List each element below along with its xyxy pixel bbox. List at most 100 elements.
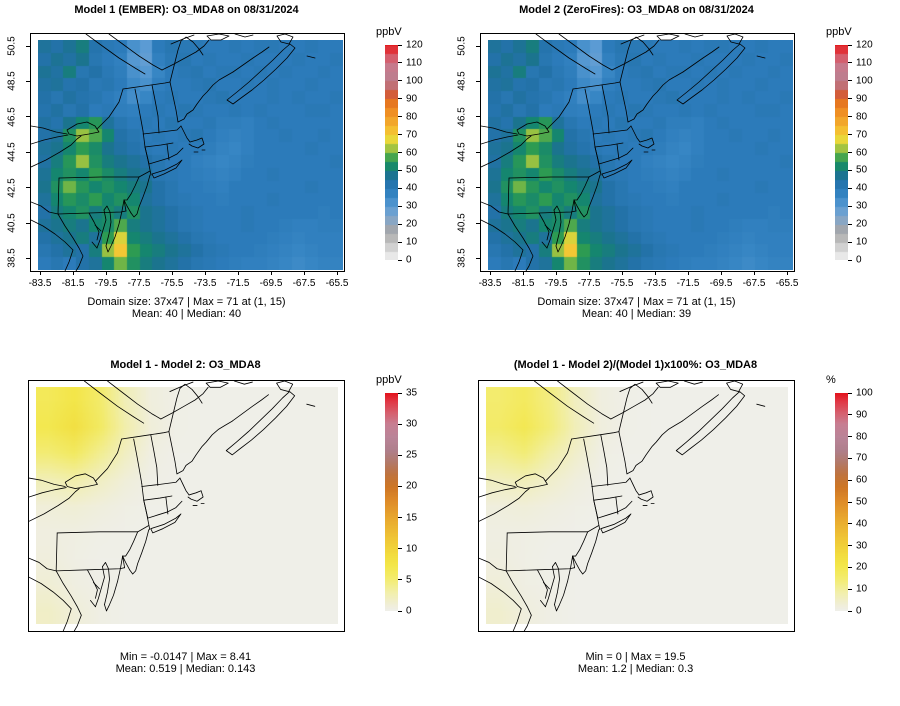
stats-line: Min = 0 | Max = 19.5 — [585, 651, 686, 663]
colorbar-tick-label: 35 — [406, 387, 418, 399]
colorbar-tick-label: 60 — [856, 147, 868, 158]
colorbar-tick — [848, 169, 852, 171]
colorbar-tick — [848, 566, 852, 568]
x-axis-tick — [622, 271, 623, 275]
colorbar-tick-label: 20 — [406, 218, 418, 230]
x-axis-tick — [73, 271, 74, 275]
x-axis-tick-label: -69.5 — [709, 278, 733, 289]
map-outlines — [31, 34, 316, 271]
colorbar-tick — [398, 62, 402, 64]
colorbar-tick — [848, 223, 852, 225]
x-axis-tick — [337, 271, 338, 275]
colorbar-tick — [848, 62, 852, 64]
colorbar-tick-label: 15 — [406, 512, 418, 524]
colorbar-tick-label: 70 — [856, 452, 868, 464]
colorbar-tick-label: 90 — [856, 93, 868, 105]
colorbar-tick — [848, 187, 852, 189]
y-axis-tick — [26, 151, 30, 153]
x-axis-tick — [40, 271, 41, 275]
y-axis-tick — [476, 80, 480, 82]
x-axis-tick-label: -71.5 — [226, 278, 250, 289]
difference-raster — [36, 387, 338, 624]
y-axis-tick — [476, 45, 480, 47]
colorbar-tick-label: 60 — [856, 474, 868, 486]
colorbar — [385, 393, 398, 611]
colorbar-tick-label: 100 — [406, 75, 423, 87]
colorbar-tick — [398, 392, 402, 394]
x-axis-tick — [205, 271, 206, 275]
colorbar-tick-label: 80 — [856, 431, 868, 443]
map-outlines — [479, 381, 766, 631]
colorbar — [385, 45, 398, 260]
y-axis-tick-label: 44.5 — [6, 142, 18, 162]
colorbar-tick — [398, 205, 402, 207]
y-axis-tick — [476, 222, 480, 224]
y-axis-tick-label: 48.5 — [6, 71, 18, 92]
colorbar-tick — [398, 223, 402, 225]
colorbar-tick-label: 30 — [856, 540, 868, 552]
colorbar-tick — [848, 241, 852, 243]
panel-title-difference: Model 1 - Model 2: O3_MDA8 — [110, 359, 261, 371]
colorbar-tick-label: 40 — [856, 518, 868, 530]
x-axis-tick-label: -77.5 — [127, 278, 151, 289]
y-axis-tick — [26, 257, 30, 259]
colorbar-tick-label: 20 — [856, 561, 868, 573]
colorbar-tick — [848, 134, 852, 136]
x-axis-tick-label: -73.5 — [643, 278, 667, 289]
colorbar-tick — [848, 259, 852, 261]
colorbar-tick-label: 70 — [856, 129, 868, 141]
x-axis-tick — [688, 271, 689, 275]
x-axis-tick — [106, 271, 107, 275]
y-axis-tick — [476, 187, 480, 189]
colorbar-tick-label: 10 — [406, 543, 418, 555]
x-axis-tick — [787, 271, 788, 275]
y-axis-tick — [476, 151, 480, 153]
colorbar-tick — [398, 241, 402, 243]
x-axis-tick-label: -73.5 — [193, 278, 217, 289]
y-axis-tick-label: 42.5 — [456, 177, 468, 198]
colorbar-tick — [398, 259, 402, 261]
y-axis-tick-label: 42.5 — [6, 177, 18, 198]
colorbar-tick-label: 40 — [856, 182, 868, 194]
percent-difference-raster — [486, 387, 788, 624]
colorbar-tick — [398, 517, 402, 519]
colorbar-tick-label: 90 — [406, 93, 418, 105]
colorbar-tick-label: 20 — [406, 480, 418, 492]
colorbar-tick-label: 80 — [856, 111, 868, 123]
x-axis-tick-label: -65.5 — [325, 278, 349, 289]
stats-line: Domain size: 37x47 | Max = 71 at (1, 15) — [537, 296, 736, 308]
colorbar-tick-label: 0 — [856, 605, 862, 617]
colorbar — [835, 45, 848, 260]
map-plot-area-model1 — [30, 33, 345, 272]
x-axis-tick-label: -81.5 — [61, 278, 85, 289]
colorbar-unit-label: % — [826, 374, 836, 386]
colorbar-tick — [848, 205, 852, 207]
y-axis-tick-label: 38.5 — [6, 248, 18, 269]
colorbar-tick-label: 10 — [856, 583, 868, 595]
colorbar-tick-label: 80 — [406, 111, 418, 123]
colorbar-tick-label: 40 — [406, 182, 418, 194]
x-axis-tick-label: -67.5 — [742, 278, 766, 289]
colorbar-tick-label: 120 — [856, 39, 873, 51]
concentration-raster-model1 — [38, 40, 343, 270]
colorbar-tick — [398, 610, 402, 612]
colorbar-tick-label: 50 — [856, 496, 868, 508]
colorbar-tick — [848, 414, 852, 416]
colorbar-unit-label: ppbV — [376, 26, 402, 38]
x-axis-tick-label: -79.5 — [544, 278, 568, 289]
x-axis-tick-label: -83.5 — [478, 278, 502, 289]
colorbar-tick-label: 110 — [406, 57, 422, 69]
stats-line: Mean: 0.519 | Median: 0.143 — [115, 663, 256, 675]
stats-line: Mean: 1.2 | Median: 0.3 — [577, 663, 694, 675]
x-axis-tick-label: -65.5 — [775, 278, 799, 289]
colorbar-tick-label: 120 — [406, 39, 423, 51]
colorbar-tick-label: 70 — [406, 129, 418, 141]
colorbar-tick — [848, 610, 852, 612]
x-axis-tick-label: -81.5 — [511, 278, 535, 289]
colorbar-tick-label: 50 — [406, 164, 418, 176]
y-axis-tick — [26, 80, 30, 82]
y-axis-tick — [26, 116, 30, 118]
x-axis-tick — [523, 271, 524, 275]
x-axis-tick-label: -67.5 — [292, 278, 316, 289]
